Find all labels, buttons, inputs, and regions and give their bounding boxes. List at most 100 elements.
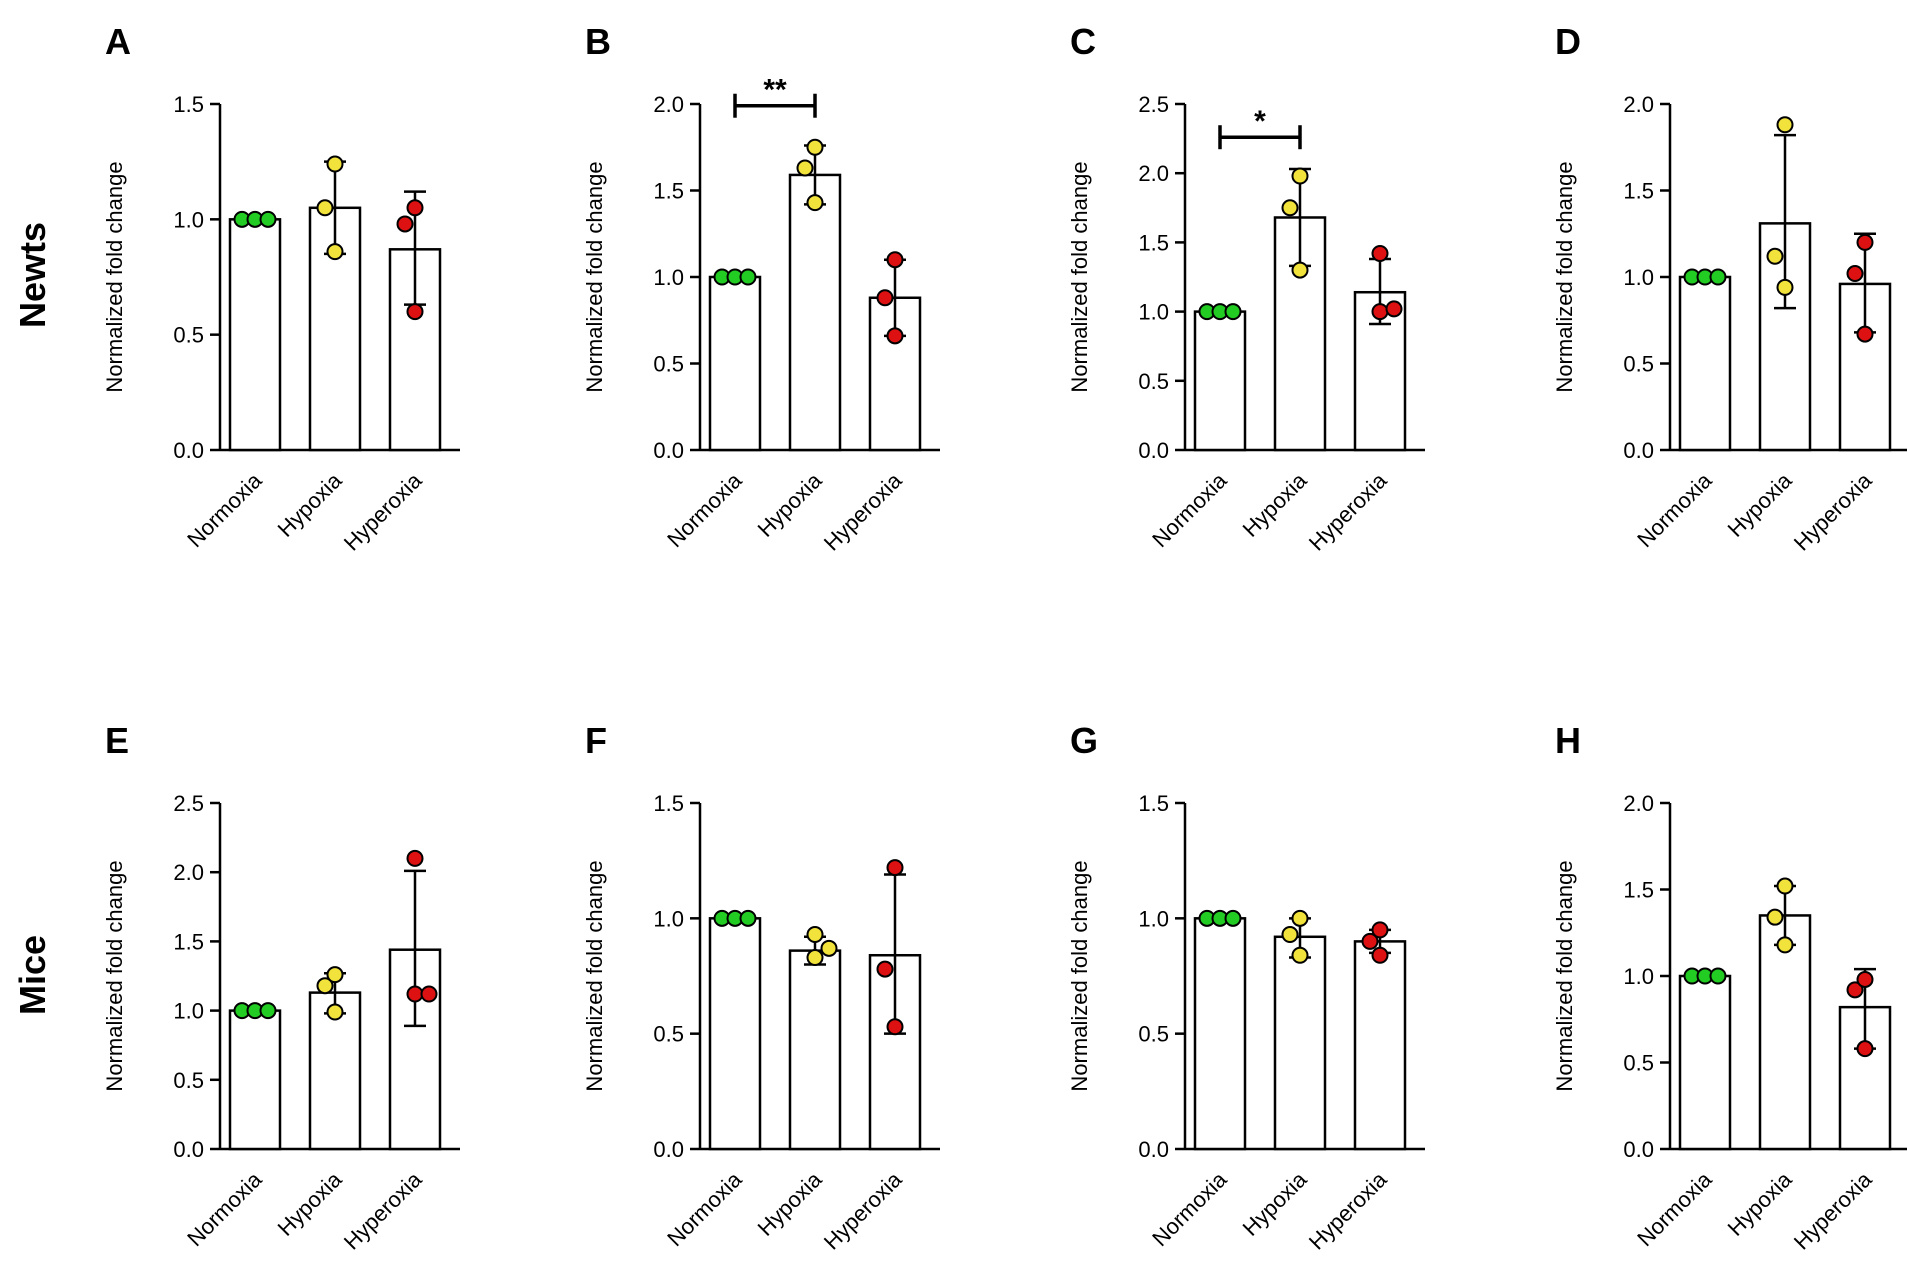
y-tick-label-g: 0.5 xyxy=(1138,1022,1169,1047)
x-tick-label-f-hyperoxia: Hyperoxia xyxy=(819,1166,907,1254)
data-point-c-hyperoxia xyxy=(1385,300,1403,318)
data-point-h-hyperoxia xyxy=(1856,970,1874,988)
y-tick-label-g: 1.0 xyxy=(1138,906,1169,931)
data-point-d-hyperoxia xyxy=(1856,325,1874,343)
x-tick-label-a-hyperoxia: Hyperoxia xyxy=(339,467,427,555)
y-tick-label-d: 0.0 xyxy=(1623,438,1654,463)
data-point-h-hypoxia xyxy=(1776,936,1794,954)
panel-letter-f: F xyxy=(585,720,607,761)
bar-g-hyperoxia xyxy=(1353,940,1407,1151)
y-tick-label-h: 2.0 xyxy=(1623,791,1654,816)
y-tick-label-e: 0.5 xyxy=(173,1068,204,1093)
data-point-d-hyperoxia xyxy=(1856,233,1874,251)
data-point-h-normoxia xyxy=(1709,967,1727,985)
panels: A Normalized fold change 0.0 0.5 1.0 1.5 Normo… xyxy=(102,21,1907,1255)
y-tick-label-c: 0.0 xyxy=(1138,438,1169,463)
y-axis-title-c: Normalized fold change xyxy=(1067,161,1092,392)
data-point-a-hypoxia xyxy=(316,199,334,217)
y-tick-label-c: 2.0 xyxy=(1138,161,1169,186)
bar-f-normoxia xyxy=(708,917,762,1151)
y-tick-label-b: 0.0 xyxy=(653,438,684,463)
y-tick-label-a: 0.5 xyxy=(173,323,204,348)
y-tick-label-d: 0.5 xyxy=(1623,352,1654,377)
x-tick-label-c-hyperoxia: Hyperoxia xyxy=(1304,467,1392,555)
data-point-d-hypoxia xyxy=(1776,116,1794,134)
y-axis-title-b: Normalized fold change xyxy=(582,161,607,392)
data-point-g-hyperoxia xyxy=(1371,921,1389,939)
data-point-h-hypoxia xyxy=(1776,877,1794,895)
y-tick-label-f: 1.5 xyxy=(653,791,684,816)
data-point-c-hyperoxia xyxy=(1371,244,1389,262)
panel-letter-e: E xyxy=(105,720,129,761)
x-tick-label-h-hypoxia: Hypoxia xyxy=(1723,1166,1797,1240)
data-point-c-hypoxia xyxy=(1291,167,1309,185)
y-tick-label-b: 1.0 xyxy=(653,265,684,290)
significance-label-b: ** xyxy=(763,74,787,107)
y-tick-label-e: 2.5 xyxy=(173,791,204,816)
bar-b-normoxia xyxy=(708,275,762,452)
x-tick-label-c-normoxia: Normoxia xyxy=(1147,467,1232,552)
data-point-f-hyperoxia xyxy=(886,859,904,877)
significance-label-c: * xyxy=(1254,105,1266,138)
y-tick-label-e: 1.5 xyxy=(173,929,204,954)
data-point-g-hyperoxia xyxy=(1361,932,1379,950)
y-tick-label-h: 1.0 xyxy=(1623,964,1654,989)
data-point-a-normoxia xyxy=(259,210,277,228)
bar-g-normoxia xyxy=(1193,917,1247,1151)
x-tick-label-h-hyperoxia: Hyperoxia xyxy=(1789,1166,1877,1254)
bar-f-hypoxia xyxy=(788,949,842,1151)
y-tick-label-c: 1.0 xyxy=(1138,300,1169,325)
panel-letter-d: D xyxy=(1555,21,1581,62)
bar-d-normoxia xyxy=(1678,275,1732,452)
bar-h-normoxia xyxy=(1678,974,1732,1151)
y-tick-label-g: 1.5 xyxy=(1138,791,1169,816)
y-tick-label-e: 1.0 xyxy=(173,999,204,1024)
y-tick-label-f: 0.0 xyxy=(653,1137,684,1162)
data-point-a-hypoxia xyxy=(326,155,344,173)
y-axis-title-h: Normalized fold change xyxy=(1552,860,1577,1091)
x-tick-label-d-hypoxia: Hypoxia xyxy=(1723,467,1797,541)
x-tick-label-a-normoxia: Normoxia xyxy=(182,467,267,552)
y-tick-label-h: 0.0 xyxy=(1623,1137,1654,1162)
x-tick-label-g-hypoxia: Hypoxia xyxy=(1238,1166,1312,1240)
bar-c-normoxia xyxy=(1193,310,1247,452)
data-point-f-hyperoxia xyxy=(876,960,894,978)
data-point-g-hyperoxia xyxy=(1371,946,1389,964)
y-tick-label-a: 0.0 xyxy=(173,438,204,463)
panel-letter-g: G xyxy=(1070,720,1098,761)
data-point-g-hypoxia xyxy=(1291,946,1309,964)
panel-e: E Normalized fold change 0.0 0.5 1.0 1.5 2.0 2.… xyxy=(102,720,460,1255)
panel-g: G Normalized fold change 0.0 0.5 1.0 1.5 Normo… xyxy=(1067,720,1425,1255)
panel-b: B Normalized fold change 0.0 0.5 1.0 1.5 2.0 No… xyxy=(582,21,940,556)
panel-letter-a: A xyxy=(105,21,131,62)
data-point-b-hyperoxia xyxy=(876,289,894,307)
bar-a-normoxia xyxy=(228,218,282,452)
y-axis-title-e: Normalized fold change xyxy=(102,860,127,1091)
data-point-e-hypoxia xyxy=(326,966,344,984)
y-tick-label-e: 0.0 xyxy=(173,1137,204,1162)
data-point-a-hyperoxia xyxy=(406,199,424,217)
bar-e-normoxia xyxy=(228,1009,282,1151)
y-tick-label-b: 2.0 xyxy=(653,92,684,117)
panel-f: F Normalized fold change 0.0 0.5 1.0 1.5 Normo… xyxy=(582,720,940,1255)
y-tick-label-g: 0.0 xyxy=(1138,1137,1169,1162)
data-point-h-hypoxia xyxy=(1766,908,1784,926)
data-point-f-hypoxia xyxy=(806,949,824,967)
y-tick-label-e: 2.0 xyxy=(173,860,204,885)
y-tick-label-f: 0.5 xyxy=(653,1022,684,1047)
x-tick-label-b-hypoxia: Hypoxia xyxy=(753,467,827,541)
y-tick-label-h: 1.5 xyxy=(1623,878,1654,903)
x-tick-label-f-hypoxia: Hypoxia xyxy=(753,1166,827,1240)
data-point-f-hypoxia xyxy=(806,925,824,943)
x-tick-label-b-normoxia: Normoxia xyxy=(662,467,747,552)
data-point-b-hypoxia xyxy=(806,194,824,212)
x-tick-label-b-hyperoxia: Hyperoxia xyxy=(819,467,907,555)
x-tick-label-h-normoxia: Normoxia xyxy=(1632,1166,1717,1251)
y-tick-label-f: 1.0 xyxy=(653,906,684,931)
data-point-d-hypoxia xyxy=(1776,278,1794,296)
x-tick-label-e-normoxia: Normoxia xyxy=(182,1166,267,1251)
data-point-f-hyperoxia xyxy=(886,1018,904,1036)
data-point-a-hypoxia xyxy=(326,243,344,261)
data-point-e-hypoxia xyxy=(326,1003,344,1021)
